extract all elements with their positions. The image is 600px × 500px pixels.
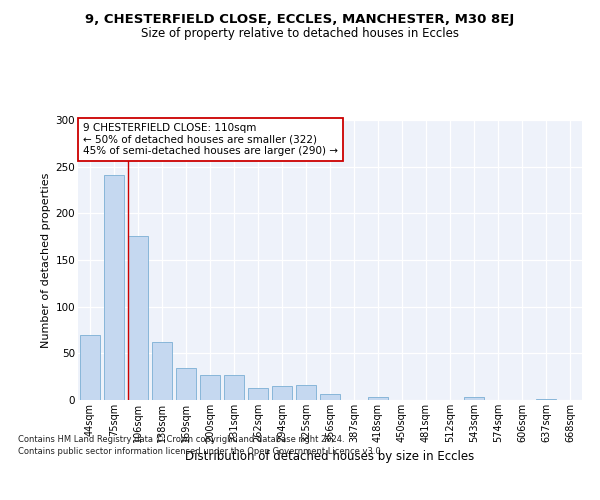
Bar <box>200 375 220 400</box>
Bar <box>224 375 244 400</box>
Bar <box>176 368 196 400</box>
Bar <box>464 397 484 400</box>
Bar <box>104 175 124 400</box>
Text: 9, CHESTERFIELD CLOSE, ECCLES, MANCHESTER, M30 8EJ: 9, CHESTERFIELD CLOSE, ECCLES, MANCHESTE… <box>85 12 515 26</box>
Text: Contains HM Land Registry data © Crown copyright and database right 2024.
Contai: Contains HM Land Registry data © Crown c… <box>18 435 383 456</box>
X-axis label: Distribution of detached houses by size in Eccles: Distribution of detached houses by size … <box>185 450 475 464</box>
Bar <box>152 342 172 400</box>
Bar <box>248 388 268 400</box>
Bar <box>320 394 340 400</box>
Bar <box>272 386 292 400</box>
Bar <box>536 399 556 400</box>
Bar <box>128 236 148 400</box>
Bar <box>368 397 388 400</box>
Y-axis label: Number of detached properties: Number of detached properties <box>41 172 52 348</box>
Bar <box>296 385 316 400</box>
Bar <box>80 334 100 400</box>
Text: Size of property relative to detached houses in Eccles: Size of property relative to detached ho… <box>141 28 459 40</box>
Text: 9 CHESTERFIELD CLOSE: 110sqm
← 50% of detached houses are smaller (322)
45% of s: 9 CHESTERFIELD CLOSE: 110sqm ← 50% of de… <box>83 123 338 156</box>
